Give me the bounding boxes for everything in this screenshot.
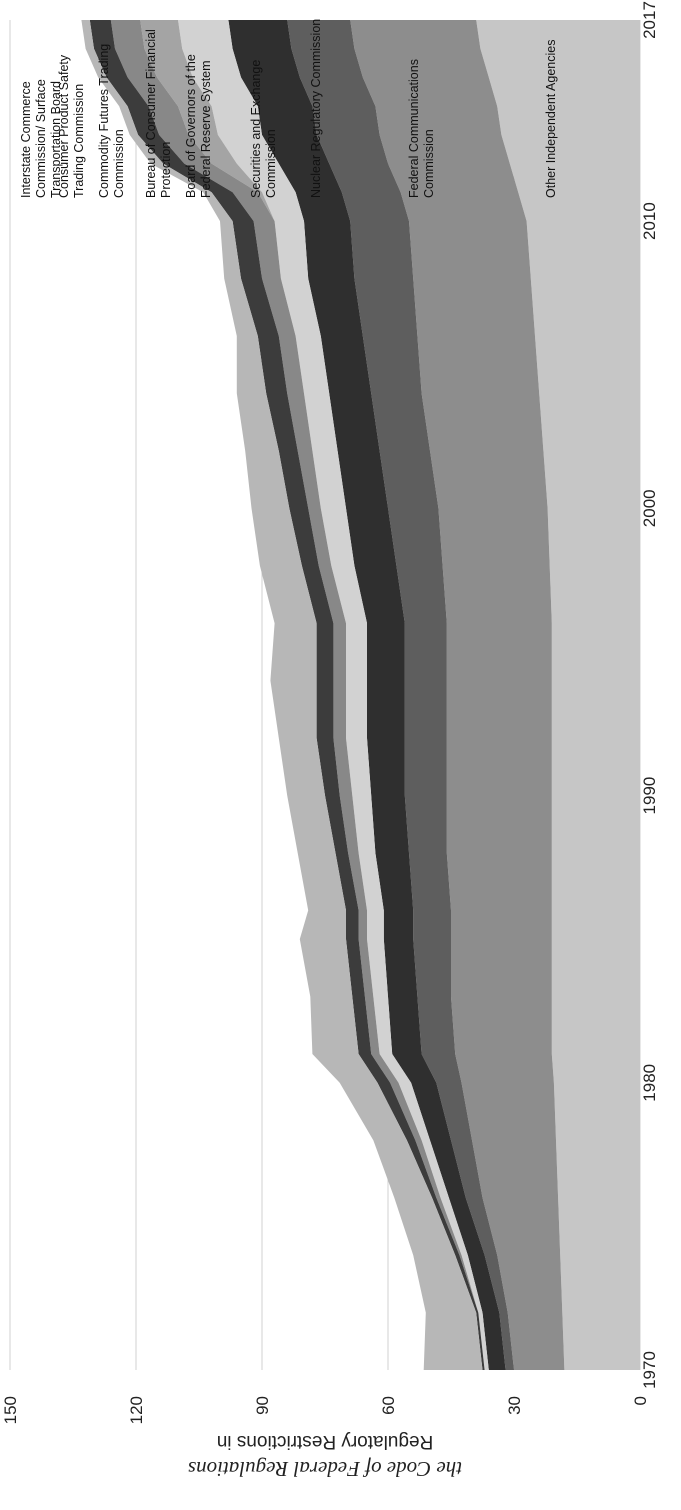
y-axis-ticks: 0 30 60 90 120 150 xyxy=(1,1396,650,1424)
y-tick-label: 0 xyxy=(631,1396,650,1405)
y-axis-label: Regulatory Restrictions in the Code of Fe… xyxy=(188,1431,462,1481)
y-tick-label: 120 xyxy=(127,1396,146,1424)
legend-item: Federal CommunicationsCommission xyxy=(407,59,436,198)
area-series-2 xyxy=(287,20,514,1370)
area-series-0 xyxy=(476,20,640,1370)
x-tick-label: 1990 xyxy=(640,777,659,815)
x-tick-label: 2017 xyxy=(640,1,659,39)
legend-item: Commodity Futures TradingCommission xyxy=(97,44,126,198)
x-tick-label: 2000 xyxy=(640,489,659,527)
legend-item: Nuclear Regulatory Commission xyxy=(309,19,323,198)
legend-item: Interstate CommerceCommission/ SurfaceTr… xyxy=(19,79,63,198)
y-axis-title-line2: the Code of Federal Regulations xyxy=(188,1457,462,1481)
legend-item: Other Independent Agencies xyxy=(544,40,558,198)
y-tick-label: 30 xyxy=(505,1396,524,1415)
x-tick-label: 1980 xyxy=(640,1064,659,1102)
legend-item: Consumer Product SafetyTrading Commissio… xyxy=(57,54,86,198)
area-series-8 xyxy=(81,20,483,1370)
plot-areas xyxy=(81,20,640,1370)
y-tick-label: 90 xyxy=(253,1396,272,1415)
x-tick-label: 2010 xyxy=(640,202,659,240)
y-tick-label: 60 xyxy=(379,1396,398,1415)
area-series-4 xyxy=(178,20,489,1370)
legend: Other Independent Agencies Federal Commun… xyxy=(19,19,558,198)
legend-item: Board of Governors of theFederal Reserve… xyxy=(184,54,213,198)
y-axis-title-line1: Regulatory Restrictions in xyxy=(217,1431,433,1452)
area-series-1 xyxy=(350,20,565,1370)
x-tick-label: 1970 xyxy=(640,1351,659,1389)
legend-item: Bureau of Consumer FinancialProtection xyxy=(144,29,173,198)
legend-item: Securities and ExchangeCommission xyxy=(249,60,278,198)
y-tick-label: 150 xyxy=(1,1396,20,1424)
x-axis-ticks: 1970 1980 1990 2000 2010 2017 xyxy=(640,1,659,1389)
